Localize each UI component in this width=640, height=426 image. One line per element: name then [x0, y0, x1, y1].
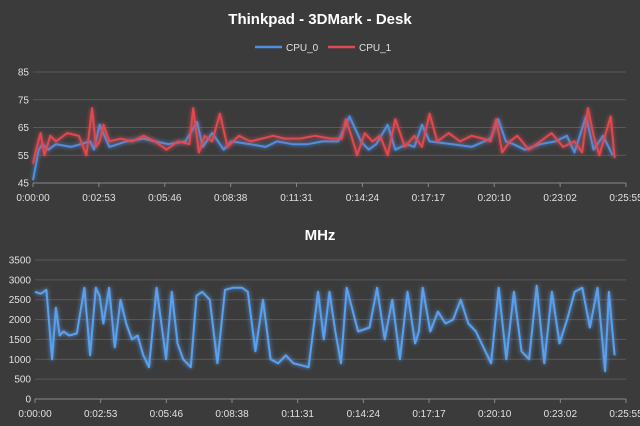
- temperature-chart: Thinkpad - 3DMark - Desk CPU_0 CPU_1 45 5…: [16, 11, 640, 204]
- frequency-chart: MHz 0 500 1000 1500 2000 2500 3000 3500 0:00:00…: [9, 227, 640, 420]
- frequency-y-tick-label: 2500: [9, 295, 32, 306]
- frequency-x-tick-label: 0:02:53: [84, 409, 118, 420]
- frequency-y-tick-label: 1000: [9, 355, 32, 366]
- frequency-x-tick-label: 0:05:46: [150, 409, 184, 420]
- temperature-x-tick-label: 0:00:00: [16, 193, 50, 204]
- temperature-x-tick-label: 0:17:17: [412, 193, 446, 204]
- temperature-series-line-0: [32, 115, 614, 181]
- frequency-series: [34, 284, 616, 373]
- temperature-x-tick-label: 0:20:10: [478, 193, 512, 204]
- frequency-y-tick-label: 1500: [9, 335, 32, 346]
- temperature-x-axis: 0:00:00 0:02:53 0:05:46 0:08:38 0:11:31 0:14:…: [16, 183, 640, 204]
- frequency-y-axis: 0 500 1000 1500 2000 2500 3000 3500: [9, 256, 32, 406]
- frequency-x-tick-label: 0:25:55: [609, 409, 640, 420]
- temperature-x-tick-label: 0:14:24: [346, 193, 380, 204]
- frequency-y-tick-label: 3000: [9, 275, 32, 286]
- temperature-x-tick-label: 0:11:31: [280, 193, 313, 204]
- temperature-y-axis: 45 55 65 75 85: [18, 68, 30, 190]
- frequency-x-tick-label: 0:00:00: [18, 409, 52, 420]
- temperature-series-line-1: [32, 107, 616, 164]
- frequency-y-tick-label: 0: [25, 395, 31, 406]
- frequency-x-tick-label: 0:17:17: [412, 409, 446, 420]
- legend-label-cpu0: CPU_0: [286, 43, 319, 54]
- temperature-x-tick-label: 0:25:55: [609, 193, 640, 204]
- temperature-x-tick-label: 0:05:46: [148, 193, 182, 204]
- legend-label-cpu1: CPU_1: [359, 43, 392, 54]
- temperature-x-tick-label: 0:08:38: [214, 193, 248, 204]
- frequency-x-tick-label: 0:20:10: [478, 409, 512, 420]
- temperature-y-tick-label: 75: [18, 95, 30, 106]
- frequency-y-tick-label: 3500: [9, 256, 32, 267]
- frequency-x-tick-label: 0:11:31: [281, 409, 314, 420]
- temperature-y-tick-label: 85: [18, 68, 30, 79]
- temperature-series: [32, 107, 616, 181]
- frequency-x-tick-label: 0:08:38: [215, 409, 249, 420]
- temperature-gridlines: [33, 71, 626, 184]
- temperature-x-tick-label: 0:02:53: [82, 193, 116, 204]
- temperature-chart-title: Thinkpad - 3DMark - Desk: [228, 11, 412, 28]
- temperature-x-tick-label: 0:23:02: [543, 193, 577, 204]
- temperature-y-tick-label: 65: [18, 123, 30, 134]
- frequency-y-tick-label: 500: [14, 375, 31, 386]
- temperature-y-tick-label: 45: [18, 179, 30, 190]
- frequency-y-tick-label: 2000: [9, 315, 32, 326]
- frequency-series-line-0: [34, 284, 616, 373]
- frequency-gridlines: [35, 259, 626, 400]
- frequency-x-tick-label: 0:14:24: [347, 409, 381, 420]
- frequency-x-tick-label: 0:23:02: [544, 409, 578, 420]
- chart-legend: CPU_0 CPU_1: [255, 43, 392, 54]
- frequency-chart-title: MHz: [305, 227, 336, 244]
- temperature-y-tick-label: 55: [18, 151, 30, 162]
- frequency-x-axis: 0:00:00 0:02:53 0:05:46 0:08:38 0:11:31 0:14:…: [18, 399, 640, 420]
